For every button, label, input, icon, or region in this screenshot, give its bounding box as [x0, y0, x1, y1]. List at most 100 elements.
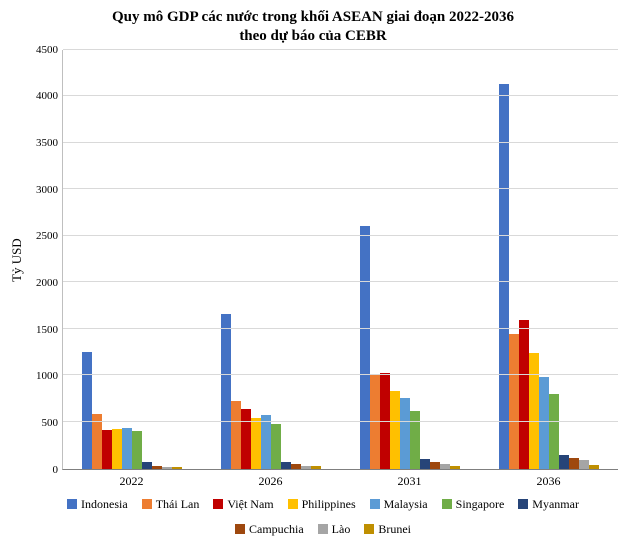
- legend-item: Singapore: [442, 497, 505, 512]
- legend-label: Brunei: [378, 522, 411, 537]
- bar-groups: [63, 50, 618, 469]
- bar: [122, 428, 132, 468]
- bar: [291, 464, 301, 468]
- gridline: [63, 328, 618, 329]
- bar: [430, 462, 440, 469]
- bar: [559, 455, 569, 468]
- legend-label: Campuchia: [249, 522, 304, 537]
- legend-item: Brunei: [364, 522, 411, 537]
- bar: [539, 377, 549, 468]
- legend-label: Malaysia: [384, 497, 428, 512]
- legend-item: Indonesia: [67, 497, 128, 512]
- y-axis: 050010001500200025003000350040004500: [26, 50, 62, 470]
- x-tick-label: 2036: [479, 474, 618, 489]
- bar: [132, 431, 142, 468]
- bar: [261, 415, 271, 469]
- gridline: [63, 95, 618, 96]
- bar: [82, 352, 92, 468]
- y-tick-label: 1000: [36, 370, 58, 382]
- bar: [420, 459, 430, 468]
- bar: [301, 466, 311, 469]
- legend-item: Việt Nam: [213, 497, 273, 512]
- legend: Indonesia Thái Lan Việt Nam Philippines Mala…: [28, 497, 618, 537]
- x-tick-label: 2022: [62, 474, 201, 489]
- y-tick-label: 3500: [36, 137, 58, 149]
- bar: [390, 391, 400, 468]
- legend-label: Việt Nam: [227, 497, 273, 512]
- legend-label: Singapore: [456, 497, 505, 512]
- bar: [112, 429, 122, 468]
- gridline: [63, 49, 618, 50]
- legend-label: Philippines: [302, 497, 356, 512]
- x-axis-labels: 2022202620312036: [62, 474, 618, 489]
- x-tick-label: 2026: [201, 474, 340, 489]
- legend-label: Myanmar: [532, 497, 579, 512]
- bar-group: [221, 50, 321, 469]
- bar: [400, 398, 410, 469]
- legend-item: Malaysia: [370, 497, 428, 512]
- legend-swatch: [213, 499, 223, 509]
- gridline: [63, 142, 618, 143]
- title-line-1: Quy mô GDP các nước trong khối ASEAN gia…: [112, 9, 514, 25]
- bar: [440, 464, 450, 469]
- bar: [102, 430, 112, 468]
- legend-label: Thái Lan: [156, 497, 200, 512]
- legend-label: Indonesia: [81, 497, 128, 512]
- bar: [162, 467, 172, 469]
- bar: [360, 226, 370, 468]
- bar-group: [82, 50, 182, 469]
- bar: [569, 458, 579, 468]
- bar: [549, 394, 559, 468]
- bar: [172, 467, 182, 469]
- bar: [142, 462, 152, 468]
- legend-swatch: [318, 524, 328, 534]
- bar-group: [360, 50, 460, 469]
- bar: [311, 466, 321, 468]
- plot-area: Tỷ USD 050010001500200025003000350040004…: [8, 50, 618, 470]
- bar: [251, 418, 261, 468]
- gridline: [63, 188, 618, 189]
- bar: [231, 401, 241, 469]
- gdp-asean-chart: Quy mô GDP các nước trong khối ASEAN gia…: [0, 0, 630, 536]
- y-tick-label: 500: [42, 417, 59, 429]
- title-line-2: theo dự báo của CEBR: [239, 28, 386, 44]
- legend-swatch: [235, 524, 245, 534]
- x-tick-label: 2031: [340, 474, 479, 489]
- y-tick-label: 3000: [36, 184, 58, 196]
- chart-title: Quy mô GDP các nước trong khối ASEAN gia…: [8, 8, 618, 46]
- gridline: [63, 421, 618, 422]
- legend-swatch: [288, 499, 298, 509]
- legend-label: Lào: [332, 522, 351, 537]
- y-tick-label: 2000: [36, 277, 58, 289]
- legend-swatch: [364, 524, 374, 534]
- y-tick-label: 1500: [36, 324, 58, 336]
- bar: [519, 320, 529, 468]
- bar: [529, 353, 539, 468]
- legend-swatch: [67, 499, 77, 509]
- bar: [241, 409, 251, 469]
- legend-item: Campuchia: [235, 522, 304, 537]
- bar: [271, 424, 281, 469]
- y-tick-label: 4500: [36, 44, 58, 56]
- bar: [221, 314, 231, 469]
- bar: [509, 334, 519, 468]
- legend-item: Lào: [318, 522, 351, 537]
- gridline: [63, 235, 618, 236]
- y-tick-label: 0: [53, 464, 59, 476]
- gridline: [63, 374, 618, 375]
- legend-swatch: [142, 499, 152, 509]
- bar: [152, 466, 162, 469]
- gridline: [63, 281, 618, 282]
- legend-swatch: [370, 499, 380, 509]
- legend-swatch: [518, 499, 528, 509]
- plot: [62, 50, 618, 470]
- y-tick-label: 2500: [36, 230, 58, 242]
- y-tick-label: 4000: [36, 90, 58, 102]
- bar: [579, 460, 589, 468]
- y-axis-label: Tỷ USD: [8, 50, 26, 470]
- bar: [281, 462, 291, 469]
- bar: [589, 465, 599, 469]
- legend-item: Philippines: [288, 497, 356, 512]
- bar: [410, 411, 420, 469]
- bar-group: [499, 50, 599, 469]
